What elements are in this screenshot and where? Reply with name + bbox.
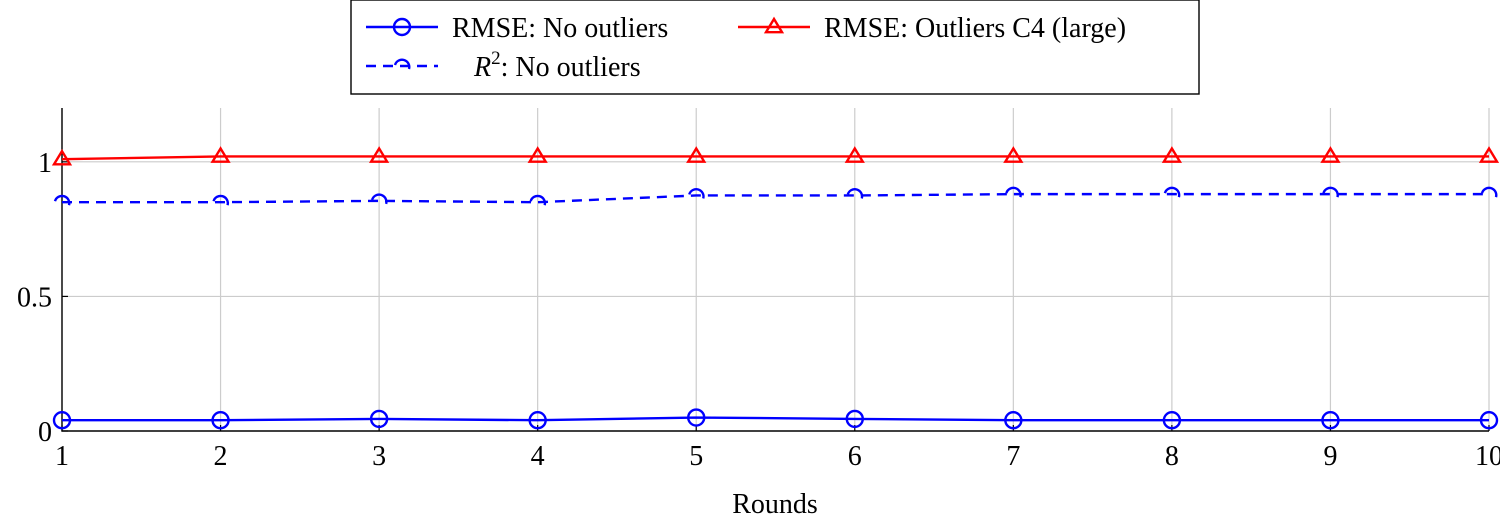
data-point <box>51 148 73 166</box>
legend-label: R2: No outliers <box>473 48 641 83</box>
data-point <box>528 411 547 430</box>
data-point <box>1480 186 1498 198</box>
y-tick-label: 1 <box>38 148 52 179</box>
data-point <box>52 411 72 430</box>
data-point <box>212 194 230 206</box>
x-tick-label: 4 <box>531 441 545 472</box>
legend-marker <box>392 17 412 37</box>
legend-box <box>350 0 1200 95</box>
x-tick-label: 10 <box>1475 441 1500 472</box>
x-tick-label: 9 <box>1323 441 1337 472</box>
data-point <box>1162 411 1182 430</box>
series-line <box>62 192 1489 204</box>
x-axis-label: Rounds <box>732 489 818 520</box>
series <box>51 146 1500 430</box>
series-1 <box>52 408 1499 430</box>
data-point <box>368 146 390 163</box>
data-point <box>846 188 864 199</box>
x-tick-label: 8 <box>1165 441 1179 472</box>
data-point <box>686 146 707 163</box>
data-point <box>53 194 71 206</box>
data-point <box>527 146 548 163</box>
data-point <box>210 146 231 163</box>
legend-label: RMSE: No outliers <box>452 13 668 44</box>
legend-marker <box>763 16 785 34</box>
data-point <box>844 146 865 163</box>
x-tick-label: 6 <box>848 441 862 472</box>
legend: RMSE: No outliers RMSE: Outliers C4 (larg… <box>350 0 1200 95</box>
x-tick-label: 5 <box>689 441 703 472</box>
data-point <box>1478 146 1500 163</box>
data-point <box>1003 146 1024 163</box>
series-line <box>62 416 1489 422</box>
legend-entry-2: RMSE: Outliers C4 (large) <box>738 13 1126 44</box>
legend-label: RMSE: Outliers C4 (large) <box>824 13 1126 44</box>
tick-labels: 1 2 3 4 5 6 7 8 9 10 0 0.5 1 <box>17 148 1500 472</box>
data-point <box>1479 411 1499 430</box>
data-point <box>1004 411 1023 430</box>
data-point <box>1321 411 1340 430</box>
data-point <box>1005 186 1022 198</box>
legend-entry-3: R2: No outliers <box>366 48 641 83</box>
y-tick-label: 0 <box>38 417 52 448</box>
data-point <box>370 193 388 205</box>
x-tick-label: 7 <box>1006 441 1020 472</box>
data-point <box>529 194 547 206</box>
data-point <box>1161 146 1183 163</box>
data-point <box>845 409 864 429</box>
data-point <box>1320 146 1341 163</box>
series-2 <box>51 146 1500 166</box>
data-point <box>1322 186 1339 198</box>
data-point <box>1163 186 1181 198</box>
y-tick-label: 0.5 <box>17 282 52 313</box>
x-tick-label: 1 <box>55 441 69 472</box>
data-point <box>687 408 706 427</box>
x-tick-label: 3 <box>372 441 386 472</box>
series-3 <box>53 186 1498 206</box>
legend-entry-1: RMSE: No outliers <box>366 13 668 44</box>
series-line <box>61 155 1489 161</box>
legend-marker <box>393 58 411 70</box>
data-point <box>211 411 230 430</box>
data-point <box>369 409 389 429</box>
data-point <box>688 188 705 199</box>
x-tick-label: 2 <box>214 441 228 472</box>
